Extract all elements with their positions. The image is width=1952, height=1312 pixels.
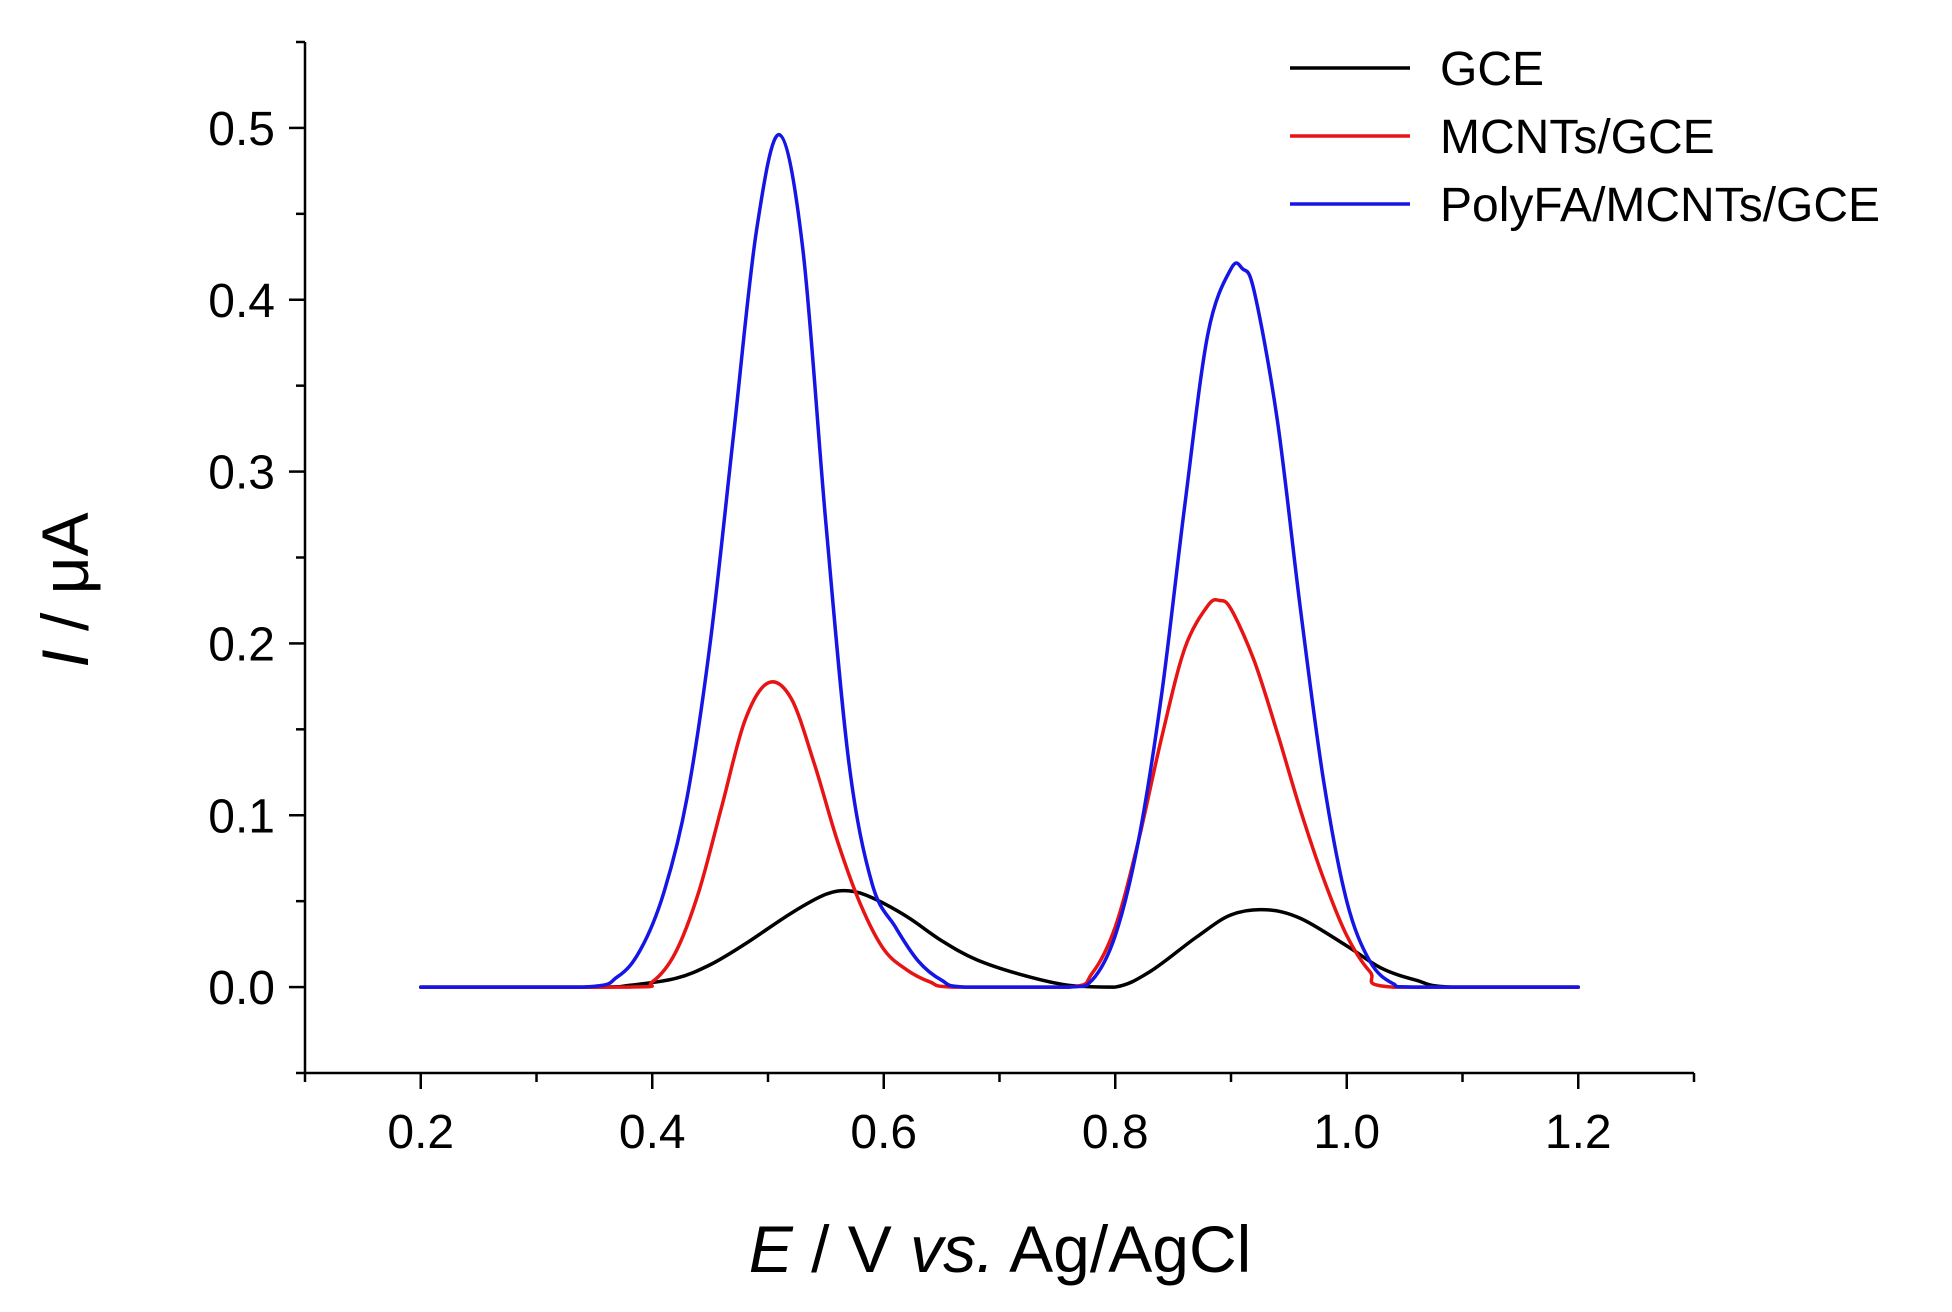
x-tick-label-1: 0.4: [619, 1106, 686, 1159]
x-axis-title: E / V vs. Ag/AgCl: [749, 1212, 1252, 1286]
legend-label-2: PolyFA/MCNTs/GCE: [1440, 179, 1880, 232]
y-tick-label-2: 0.2: [208, 618, 275, 671]
plot-area: 0.2 0.4 0.6 0.8 1.0 1.2 0.0 0.1 0.2 0.3 0.4 0.5: [208, 40, 1696, 1159]
x-axis-ref-italic: vs.: [910, 1212, 994, 1286]
x-axis-ref: Ag/AgCl: [994, 1212, 1251, 1286]
x-tick-label-4: 1.0: [1313, 1106, 1380, 1159]
y-tick-label-3: 0.3: [208, 447, 275, 500]
legend-label-0: GCE: [1440, 43, 1544, 96]
x-tick-label-2: 0.6: [850, 1106, 917, 1159]
x-axis-symbol: E: [749, 1212, 794, 1286]
series-line-gce: [419, 888, 1580, 989]
legend: GCE MCNTs/GCE PolyFA/MCNTs/GCE: [1290, 43, 1880, 232]
x-axis-unit: / V: [793, 1212, 910, 1286]
y-axis-unit: / μA: [28, 512, 102, 649]
series-line-polyfa-mcnts-gce: [419, 133, 1580, 989]
y-axis-title: I / μA: [28, 512, 102, 667]
y-ticks: 0.0 0.1 0.2 0.3 0.4 0.5: [208, 40, 305, 1075]
legend-label-1: MCNTs/GCE: [1440, 111, 1715, 164]
y-tick-label-1: 0.1: [208, 790, 275, 843]
x-tick-label-5: 1.2: [1545, 1106, 1612, 1159]
x-ticks: 0.2 0.4 0.6 0.8 1.0 1.2: [303, 1073, 1696, 1159]
y-tick-label-5: 0.5: [208, 103, 275, 156]
x-tick-label-3: 0.8: [1082, 1106, 1149, 1159]
y-tick-label-4: 0.4: [208, 275, 275, 328]
y-tick-label-0: 0.0: [208, 962, 275, 1015]
x-tick-label-0: 0.2: [387, 1106, 454, 1159]
series-lines: [419, 133, 1580, 989]
y-axis-symbol: I: [28, 649, 102, 667]
